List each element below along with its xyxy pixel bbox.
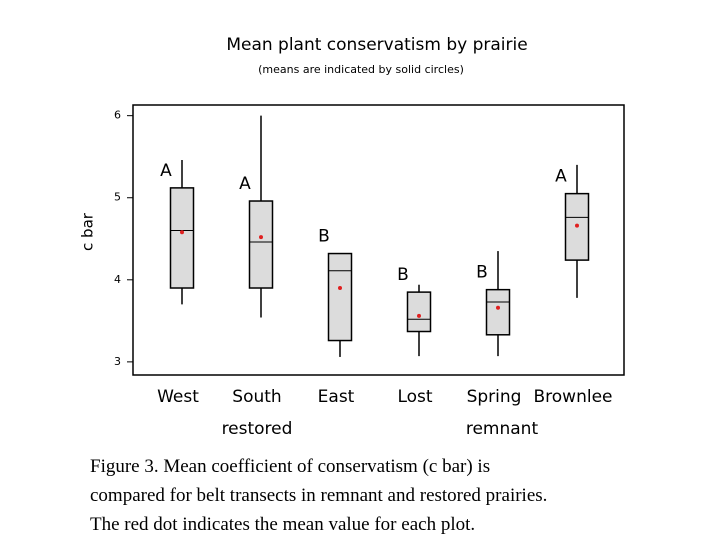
box [485,288,511,336]
group-label: restored [222,419,293,439]
mean-dot [575,223,579,228]
y-tick-label: 6 [114,109,121,122]
group-label: remnant [466,419,539,439]
x-tick-label: Spring [467,387,522,407]
group-letter: A [555,167,567,187]
mean-dot [496,305,500,310]
y-axis-label: c bar [79,212,97,251]
x-tick-label: Lost [397,387,432,407]
group-letter: A [160,161,172,181]
caption-line: compared for belt transects in remnant a… [90,485,547,506]
mean-dot [259,235,263,240]
y-tick-label: 4 [114,273,121,286]
box [248,200,274,289]
x-tick-label: West [157,387,199,407]
x-tick-label: Brownlee [534,387,613,407]
x-tick-label: South [232,387,281,407]
caption-line: The red dot indicates the mean value for… [90,514,475,535]
group-letter: B [476,263,488,283]
plot-frame [132,104,625,376]
caption-line: Figure 3. Mean coefficient of conservati… [90,456,490,477]
mean-dot [338,286,342,291]
x-tick-label: East [318,387,355,407]
y-tick-label: 5 [114,191,121,204]
mean-dot [180,230,184,235]
mean-dot [417,313,421,318]
box [169,187,195,289]
chart-subtitle: (means are indicated by solid circles) [258,63,464,76]
group-letter: B [318,227,330,247]
box [406,291,432,333]
box [327,252,353,342]
chart-title: Mean plant conservatism by prairie [226,35,527,55]
y-tick-label: 3 [114,355,121,368]
group-letter: A [239,174,251,194]
group-letter: B [397,265,409,285]
